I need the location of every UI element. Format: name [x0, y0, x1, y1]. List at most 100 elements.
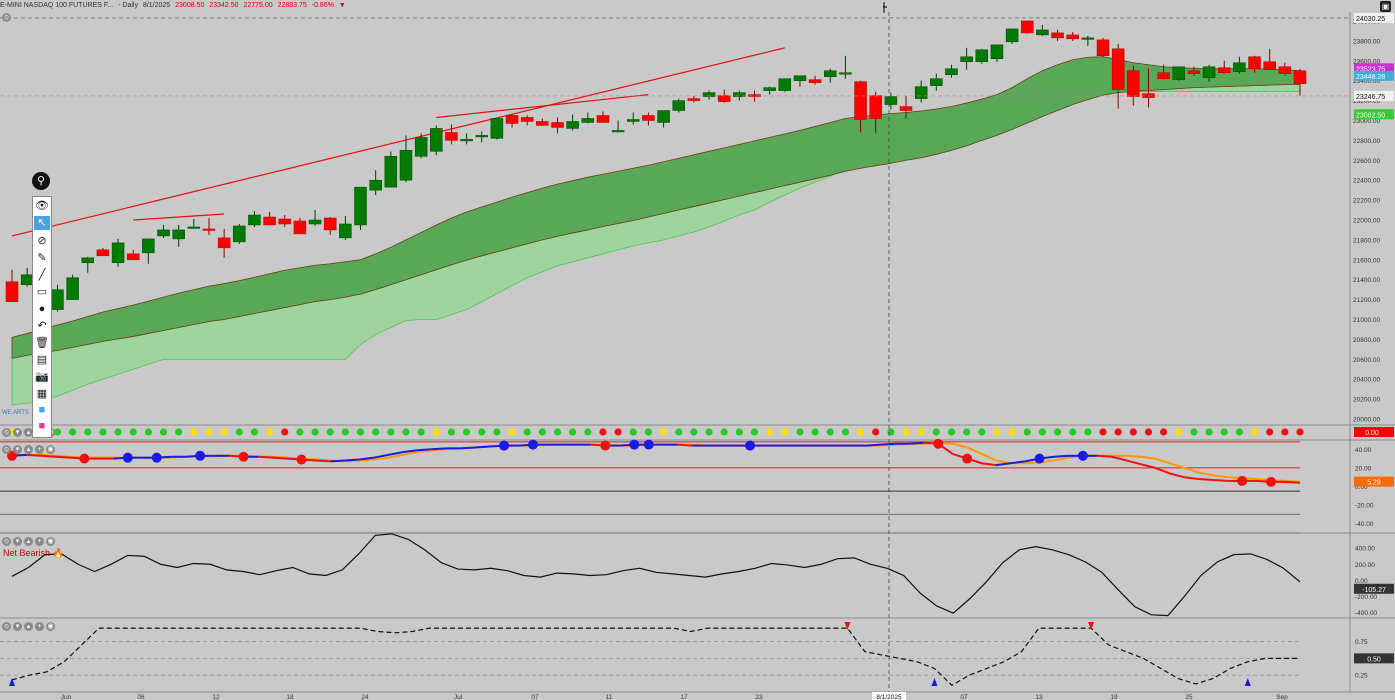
camera-icon[interactable]: 📷: [35, 371, 49, 383]
candle: [1172, 66, 1186, 80]
hide-icon[interactable]: ⦸: [2, 12, 11, 22]
chevron-down-icon[interactable]: ▾: [13, 427, 22, 437]
candle: [717, 95, 731, 102]
candle: [793, 75, 807, 81]
signal-dot: [856, 428, 865, 436]
candle: [202, 228, 216, 231]
template-icon[interactable]: ▤: [36, 354, 48, 366]
chevron-up-icon[interactable]: ▴: [24, 427, 33, 437]
candle: [945, 68, 958, 75]
dot-icon[interactable]: ●: [38, 303, 46, 315]
price-tick-label: 22800.00: [1353, 138, 1380, 145]
cursor-icon[interactable]: ↖: [34, 216, 50, 230]
signal-dot: [569, 428, 577, 436]
candle: [930, 78, 943, 86]
candle: [1202, 66, 1216, 78]
signal-dot: [1281, 428, 1289, 436]
color-swatch-blue[interactable]: ■: [38, 404, 46, 416]
add-icon[interactable]: +: [35, 536, 44, 546]
price-tick-label: 22400.00: [1353, 178, 1380, 185]
crossover-dot: [643, 439, 654, 450]
crossover-dot: [1077, 450, 1088, 461]
x-tick-label: 12: [212, 694, 220, 700]
oscillator-line: [1154, 466, 1171, 475]
price-tick-label: 22600.00: [1353, 158, 1380, 165]
trend-line: [436, 94, 649, 119]
eye-icon[interactable]: 👁: [35, 200, 49, 212]
signal-dot: [447, 428, 456, 436]
pencil-icon[interactable]: ✎: [37, 252, 47, 264]
add-icon[interactable]: +: [35, 444, 44, 454]
candle: [1005, 28, 1019, 43]
price-panel-controls[interactable]: ⦸: [2, 12, 11, 22]
color-swatch-pink[interactable]: ■: [38, 420, 46, 432]
oscillator-tick-label: -20.00: [1355, 503, 1374, 510]
oscillator-line: [475, 445, 490, 449]
ruler-icon[interactable]: ▭: [36, 286, 48, 298]
signal-panel-controls[interactable]: ⦸ ▾ ▴ + ◉: [2, 621, 55, 631]
signal-dot: [947, 428, 956, 436]
candle: [1248, 56, 1261, 69]
app-menu-icon[interactable]: ▣: [1380, 1, 1391, 12]
candle: [505, 115, 519, 124]
oscillator-line: [417, 448, 432, 452]
oscillator-line: [1111, 455, 1127, 462]
signal-dot: [326, 428, 334, 436]
candle: [293, 220, 307, 235]
candle: [233, 225, 246, 243]
line-tool-icon[interactable]: ╱: [38, 269, 46, 281]
candle: [399, 150, 413, 181]
eye-icon[interactable]: ◉: [46, 536, 55, 546]
oscillator-line: [909, 441, 924, 445]
signal-dot: [872, 428, 880, 436]
eye-icon[interactable]: ◉: [46, 444, 55, 454]
candle: [520, 117, 534, 122]
signal-dot: [205, 428, 213, 436]
signal-dot: [1250, 428, 1259, 436]
buy-arrow-icon: [9, 678, 15, 686]
hide-icon[interactable]: ⦸: [2, 427, 11, 437]
hide-icon[interactable]: ⦸: [2, 444, 11, 454]
candle: [369, 179, 382, 191]
trash-icon[interactable]: 🗑: [35, 337, 49, 349]
crossover-dot: [745, 440, 756, 451]
hide-icon[interactable]: ⦸: [2, 621, 11, 631]
price-tick-label: 21400.00: [1353, 277, 1380, 284]
chevron-down-icon[interactable]: ▾: [13, 621, 22, 631]
candle: [1157, 72, 1170, 79]
candle: [111, 242, 125, 264]
candle: [581, 118, 595, 123]
candle: [672, 100, 685, 111]
sell-arrow-icon: [844, 622, 851, 630]
chevron-down-icon[interactable]: ▾: [13, 444, 22, 454]
chevron-down-icon[interactable]: ▾: [13, 536, 22, 546]
crossover-dot: [629, 439, 640, 450]
clipboard-icon[interactable]: ▦: [36, 388, 48, 400]
chevron-up-icon[interactable]: ▴: [24, 444, 33, 454]
chevron-up-icon[interactable]: ▴: [24, 536, 33, 546]
candle: [657, 110, 670, 123]
chart-title: E-MINI NASDAQ 100 FUTURES F... - Daily 8…: [0, 0, 349, 11]
oscillator-line: [1053, 454, 1069, 458]
x-tick-label: 17: [680, 694, 688, 700]
momentum-tick-label: -200.00: [1355, 594, 1377, 601]
signal-dot: [599, 428, 607, 436]
close-value: 22883.75: [277, 2, 307, 9]
oscillator-value-label: 5.29: [1367, 480, 1381, 487]
oscillator-panel-controls[interactable]: ⦸ ▾ ▴ + ◉: [2, 444, 55, 454]
undo-icon[interactable]: ↶: [37, 320, 47, 332]
add-icon[interactable]: +: [35, 621, 44, 631]
chevron-up-icon[interactable]: ▴: [24, 621, 33, 631]
crossover-dot: [527, 439, 538, 450]
crossover-dot: [151, 452, 162, 463]
pen-icon[interactable]: ⚲: [32, 172, 50, 190]
momentum-panel-controls[interactable]: ⦸ ▾ ▴ + ◉: [2, 536, 55, 546]
magnet-off-icon[interactable]: ⊘: [37, 235, 47, 247]
eye-icon[interactable]: ◉: [46, 621, 55, 631]
signal-dot: [69, 428, 77, 436]
hide-icon[interactable]: ⦸: [2, 536, 11, 546]
symbol-name: E-MINI NASDAQ 100 FUTURES F...: [0, 2, 114, 9]
candle: [187, 226, 201, 229]
candle: [808, 79, 822, 83]
